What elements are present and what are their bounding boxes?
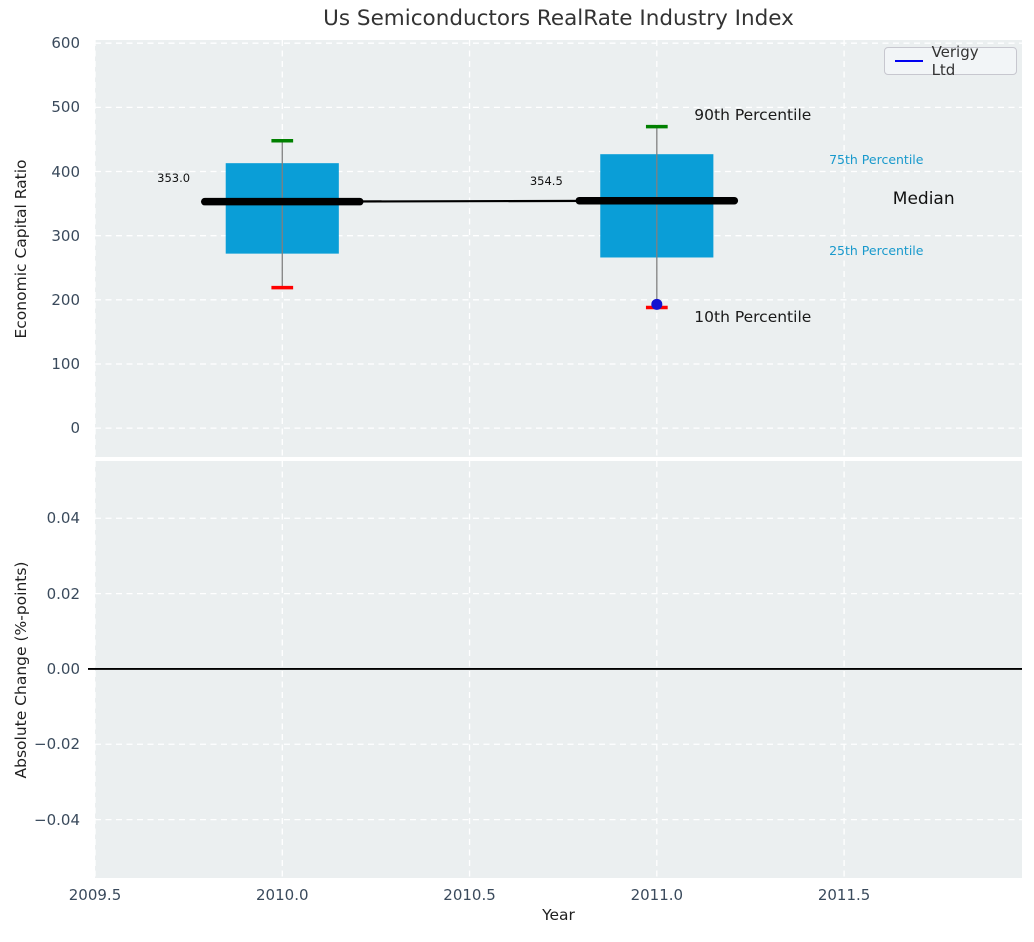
verigy-data-point <box>651 298 663 310</box>
y-axis-label-top: Economic Capital Ratio <box>12 159 30 339</box>
legend-label: Verigy Ltd <box>931 43 979 79</box>
y-axis-label-bottom: Absolute Change (%-points) <box>12 561 30 779</box>
chart-title: Us Semiconductors RealRate Industry Inde… <box>323 6 794 31</box>
legend: Verigy Ltd <box>884 43 1017 79</box>
legend-line-sample <box>895 60 923 62</box>
x-axis-label: Year <box>542 906 575 924</box>
